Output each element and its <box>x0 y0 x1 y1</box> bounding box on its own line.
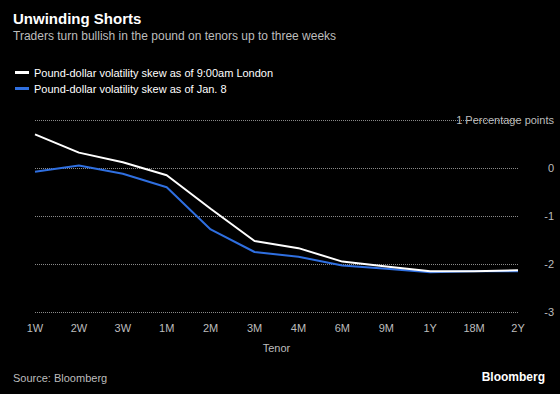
svg-text:-3: -3 <box>544 306 554 318</box>
svg-text:-2: -2 <box>544 258 554 270</box>
svg-text:Tenor: Tenor <box>263 342 291 354</box>
svg-text:1Y: 1Y <box>423 322 437 334</box>
svg-text:2W: 2W <box>71 322 88 334</box>
svg-text:1 Percentage points: 1 Percentage points <box>456 114 554 126</box>
svg-text:4M: 4M <box>291 322 306 334</box>
svg-text:Traders turn bullish in the po: Traders turn bullish in the pound on ten… <box>13 29 336 43</box>
svg-text:2Y: 2Y <box>511 322 525 334</box>
svg-text:-1: -1 <box>544 210 554 222</box>
svg-text:Bloomberg: Bloomberg <box>482 370 545 384</box>
svg-text:1W: 1W <box>27 322 44 334</box>
svg-text:3M: 3M <box>247 322 262 334</box>
svg-text:3W: 3W <box>115 322 132 334</box>
svg-text:18M: 18M <box>463 322 484 334</box>
svg-text:2M: 2M <box>203 322 218 334</box>
svg-text:Source: Bloomberg: Source: Bloomberg <box>13 372 107 384</box>
svg-text:6M: 6M <box>335 322 350 334</box>
svg-text:Pound-dollar volatility skew a: Pound-dollar volatility skew as of 9:00a… <box>34 67 273 79</box>
svg-text:Pound-dollar volatility skew a: Pound-dollar volatility skew as of Jan. … <box>34 83 227 95</box>
svg-text:1M: 1M <box>159 322 174 334</box>
svg-text:0: 0 <box>548 162 554 174</box>
svg-text:9M: 9M <box>379 322 394 334</box>
svg-text:Unwinding Shorts: Unwinding Shorts <box>13 10 141 27</box>
